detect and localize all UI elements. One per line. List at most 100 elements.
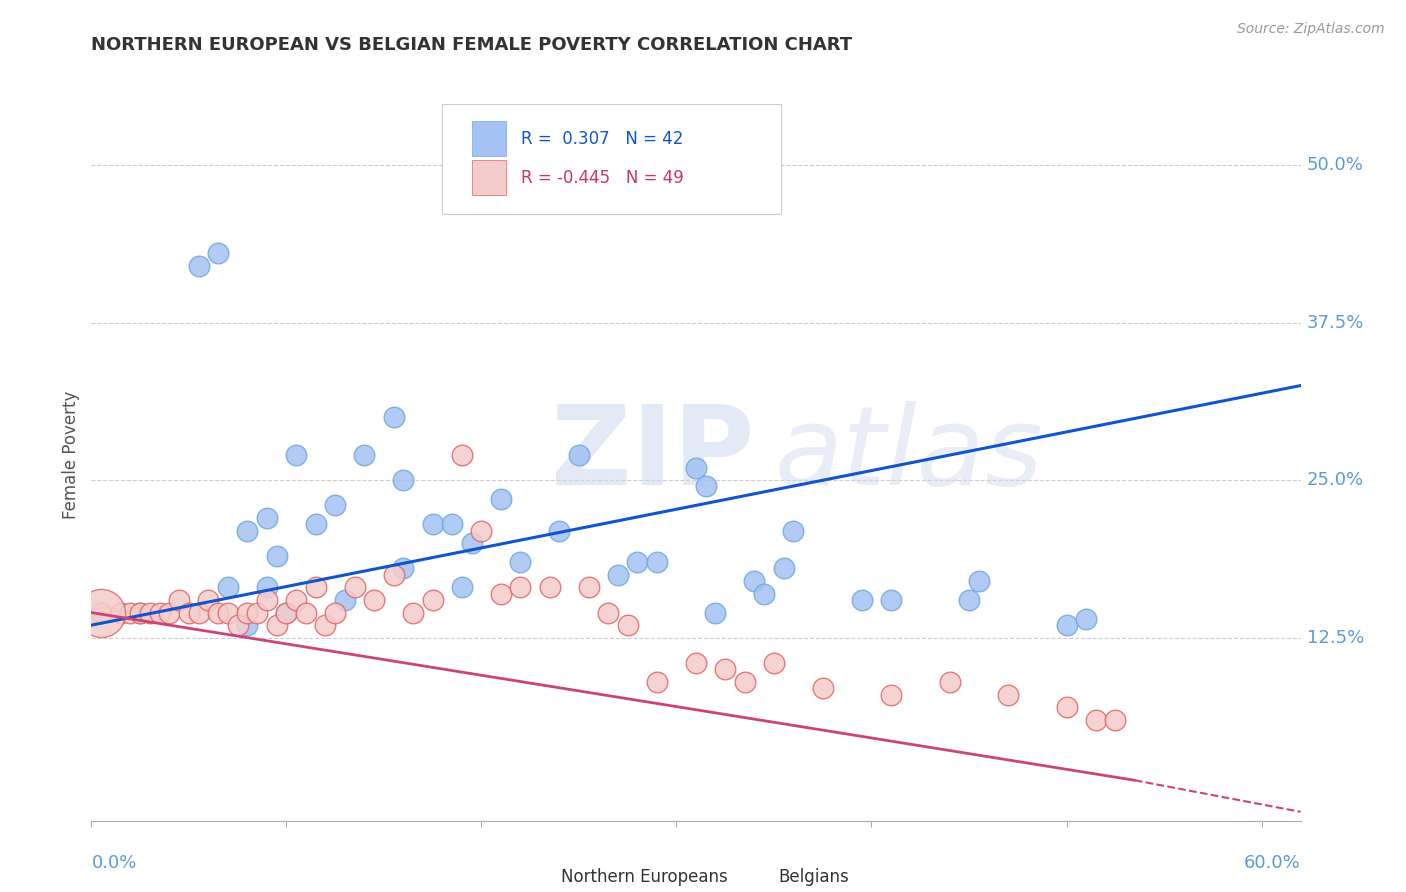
Point xyxy=(762,656,785,670)
Point xyxy=(295,606,318,620)
Point xyxy=(598,606,620,620)
Point xyxy=(967,574,990,588)
Text: Belgians: Belgians xyxy=(778,868,849,886)
Point xyxy=(236,606,259,620)
FancyBboxPatch shape xyxy=(472,121,506,156)
Point xyxy=(880,593,903,607)
Point xyxy=(811,681,834,696)
Point xyxy=(607,567,630,582)
Point xyxy=(509,555,531,569)
Point xyxy=(110,606,132,620)
Text: 60.0%: 60.0% xyxy=(1244,854,1301,871)
Point xyxy=(578,580,600,594)
Point xyxy=(236,524,259,538)
Point xyxy=(392,473,415,487)
Point xyxy=(744,574,766,588)
Point xyxy=(880,688,903,702)
Point xyxy=(489,587,512,601)
Point xyxy=(266,549,288,563)
Point xyxy=(207,246,229,260)
Point xyxy=(422,517,444,532)
Text: 0.0%: 0.0% xyxy=(91,854,136,871)
Point xyxy=(382,410,405,425)
Point xyxy=(451,448,474,462)
Point xyxy=(382,567,405,582)
Point xyxy=(226,618,249,632)
Point xyxy=(90,606,112,620)
Point xyxy=(734,674,756,689)
Point xyxy=(489,491,512,506)
Point xyxy=(256,580,278,594)
Point xyxy=(695,479,717,493)
Point xyxy=(957,593,980,607)
Point xyxy=(139,606,162,620)
Point xyxy=(685,656,707,670)
Text: R = -0.445   N = 49: R = -0.445 N = 49 xyxy=(520,169,683,186)
Point xyxy=(851,593,873,607)
Point xyxy=(157,606,180,620)
Text: Northern Europeans: Northern Europeans xyxy=(561,868,727,886)
Point xyxy=(548,524,571,538)
FancyBboxPatch shape xyxy=(441,103,780,213)
Point xyxy=(568,448,591,462)
Point xyxy=(217,580,239,594)
Text: R =  0.307   N = 42: R = 0.307 N = 42 xyxy=(520,130,683,148)
Point xyxy=(470,524,492,538)
Point xyxy=(1056,700,1078,714)
Point xyxy=(120,606,142,620)
Y-axis label: Female Poverty: Female Poverty xyxy=(62,391,80,519)
Point xyxy=(323,606,346,620)
Point xyxy=(217,606,239,620)
Text: 12.5%: 12.5% xyxy=(1306,629,1364,647)
Point xyxy=(256,593,278,607)
Text: ZIP: ZIP xyxy=(551,401,754,508)
Point xyxy=(772,561,794,575)
Point xyxy=(645,674,668,689)
Point xyxy=(1104,713,1126,727)
Text: 25.0%: 25.0% xyxy=(1306,471,1364,489)
Point xyxy=(704,606,727,620)
Point xyxy=(129,606,152,620)
Point xyxy=(305,517,328,532)
Point xyxy=(441,517,464,532)
FancyBboxPatch shape xyxy=(472,161,506,195)
Point xyxy=(645,555,668,569)
Point xyxy=(266,618,288,632)
Point xyxy=(197,593,219,607)
Point xyxy=(314,618,336,632)
Point xyxy=(285,593,308,607)
Point xyxy=(1084,713,1107,727)
Point xyxy=(256,511,278,525)
Point xyxy=(236,618,259,632)
Point xyxy=(422,593,444,607)
Point xyxy=(305,580,328,594)
Text: 37.5%: 37.5% xyxy=(1306,313,1364,332)
Point xyxy=(285,448,308,462)
Point xyxy=(782,524,804,538)
Point xyxy=(538,580,561,594)
Point xyxy=(353,448,375,462)
Point xyxy=(392,561,415,575)
FancyBboxPatch shape xyxy=(527,865,554,888)
Text: atlas: atlas xyxy=(775,401,1043,508)
Point xyxy=(754,587,776,601)
Point xyxy=(149,606,172,620)
Point xyxy=(333,593,356,607)
Text: 50.0%: 50.0% xyxy=(1306,156,1364,174)
Point xyxy=(451,580,474,594)
Point xyxy=(129,606,152,620)
Point xyxy=(1074,612,1097,626)
Point xyxy=(207,606,229,620)
Point xyxy=(685,460,707,475)
Point xyxy=(167,593,190,607)
Point xyxy=(90,606,112,620)
Point xyxy=(177,606,200,620)
Point xyxy=(187,259,209,273)
Point xyxy=(997,688,1019,702)
Text: Source: ZipAtlas.com: Source: ZipAtlas.com xyxy=(1237,22,1385,37)
Text: NORTHERN EUROPEAN VS BELGIAN FEMALE POVERTY CORRELATION CHART: NORTHERN EUROPEAN VS BELGIAN FEMALE POVE… xyxy=(91,36,852,54)
Point xyxy=(323,499,346,513)
Point xyxy=(246,606,269,620)
Point xyxy=(626,555,648,569)
Point xyxy=(402,606,425,620)
